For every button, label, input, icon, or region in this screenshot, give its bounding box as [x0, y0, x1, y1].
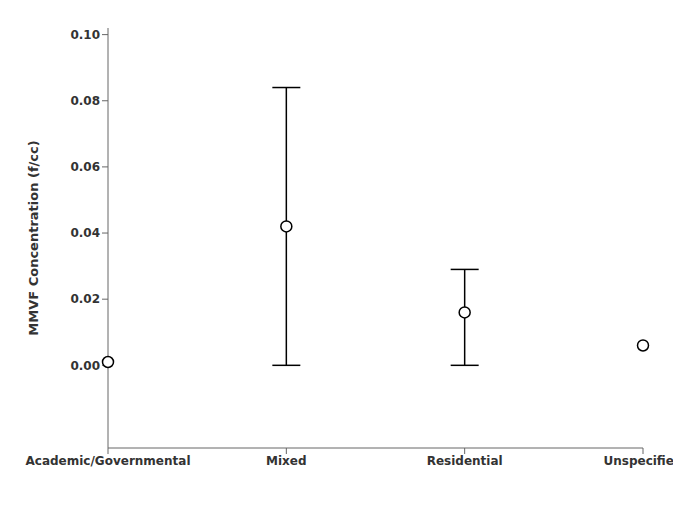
- svg-text:0.02: 0.02: [70, 292, 100, 306]
- svg-text:Academic/Governmental: Academic/Governmental: [26, 454, 191, 468]
- svg-text:0.06: 0.06: [70, 160, 100, 174]
- svg-text:0.10: 0.10: [70, 28, 100, 42]
- svg-text:0.00: 0.00: [70, 359, 100, 373]
- svg-text:0.04: 0.04: [70, 226, 100, 240]
- svg-text:Unspecified: Unspecified: [603, 454, 673, 468]
- svg-text:0.08: 0.08: [70, 94, 100, 108]
- svg-text:Residential: Residential: [427, 454, 503, 468]
- svg-text:MMVF Concentration (f/cc): MMVF Concentration (f/cc): [26, 140, 41, 335]
- svg-text:Mixed: Mixed: [266, 454, 307, 468]
